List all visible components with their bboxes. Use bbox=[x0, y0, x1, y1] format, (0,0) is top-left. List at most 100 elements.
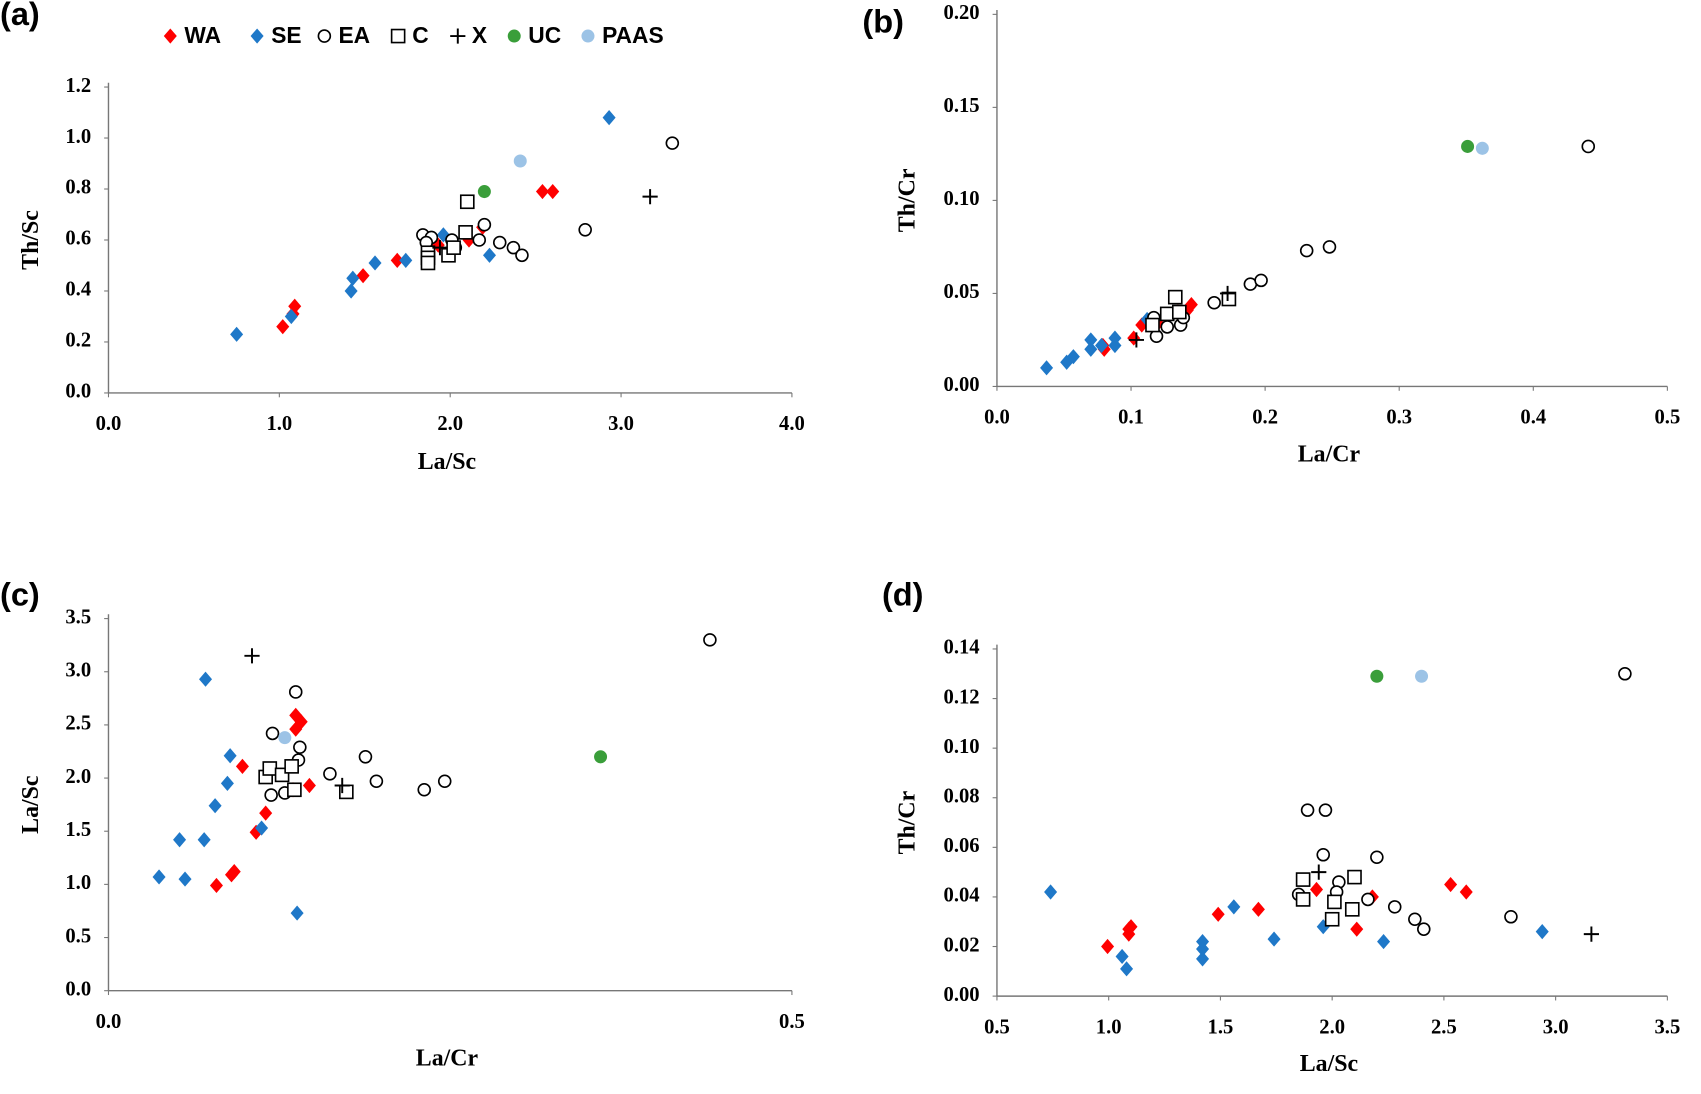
x-tick-label: 0.0 bbox=[96, 1011, 122, 1033]
point bbox=[302, 777, 316, 794]
point bbox=[1095, 337, 1109, 354]
y-tick-label: 0.14 bbox=[944, 637, 980, 659]
y-tick-label: 0.5 bbox=[65, 925, 91, 947]
point bbox=[1415, 669, 1429, 683]
point bbox=[1211, 906, 1225, 922]
point bbox=[458, 225, 473, 240]
point bbox=[1160, 320, 1175, 334]
point bbox=[1254, 273, 1268, 288]
point bbox=[1167, 289, 1183, 305]
point bbox=[594, 750, 608, 764]
y-tick-label: 0.00 bbox=[944, 374, 980, 396]
legend-label: SE bbox=[271, 22, 301, 48]
point bbox=[334, 777, 350, 794]
point bbox=[1295, 872, 1311, 887]
point bbox=[1159, 306, 1175, 322]
point bbox=[264, 788, 278, 802]
legend-label: PAAS bbox=[602, 22, 664, 48]
point bbox=[259, 805, 273, 821]
point bbox=[1504, 909, 1518, 924]
point bbox=[1347, 869, 1362, 885]
point bbox=[515, 248, 529, 263]
point bbox=[1040, 360, 1054, 376]
y-tick-label: 0.15 bbox=[944, 95, 980, 117]
point bbox=[1207, 295, 1221, 310]
point bbox=[1227, 899, 1241, 915]
point bbox=[1370, 669, 1384, 683]
y-tick-label: 0.4 bbox=[65, 279, 91, 301]
x-tick-label: 3.5 bbox=[1654, 1016, 1680, 1038]
point bbox=[265, 726, 280, 741]
point bbox=[1299, 243, 1314, 258]
point bbox=[437, 774, 452, 789]
point bbox=[1361, 892, 1375, 907]
point bbox=[278, 731, 292, 745]
point bbox=[1318, 803, 1333, 817]
point bbox=[1044, 884, 1058, 900]
point bbox=[290, 905, 304, 921]
y-tick-label: 1.0 bbox=[65, 872, 91, 894]
y-tick-label: 1.2 bbox=[65, 75, 91, 97]
point bbox=[235, 758, 249, 774]
y-axis-title: Th/Cr bbox=[895, 168, 921, 232]
legend-marker bbox=[390, 28, 406, 44]
point bbox=[287, 782, 302, 798]
x-tick-label: 0.5 bbox=[1654, 407, 1680, 429]
y-tick-label: 2.0 bbox=[65, 766, 91, 788]
point bbox=[1300, 803, 1315, 817]
legend-marker bbox=[581, 29, 595, 43]
point bbox=[459, 194, 475, 210]
y-axis-title: Th/Cr bbox=[895, 790, 921, 854]
x-axis-title: La/Cr bbox=[1298, 441, 1361, 467]
point bbox=[665, 136, 680, 150]
x-tick-label: 0.2 bbox=[1252, 407, 1278, 429]
y-axis-title: La/Sc bbox=[18, 775, 44, 833]
legend-marker bbox=[317, 29, 332, 43]
x-tick-label: 0.5 bbox=[779, 1011, 805, 1033]
x-tick-label: 1.0 bbox=[1096, 1016, 1122, 1038]
point bbox=[1344, 902, 1360, 917]
point bbox=[1387, 900, 1402, 914]
x-tick-label: 2.0 bbox=[1319, 1016, 1345, 1038]
point bbox=[1417, 922, 1431, 936]
point bbox=[506, 240, 521, 255]
point bbox=[173, 832, 187, 848]
y-tick-label: 2.5 bbox=[65, 713, 91, 735]
point bbox=[369, 774, 384, 789]
point bbox=[358, 750, 373, 764]
point bbox=[1311, 864, 1327, 880]
y-tick-label: 0.10 bbox=[944, 188, 980, 210]
point bbox=[223, 748, 237, 764]
point bbox=[199, 671, 213, 687]
point bbox=[1350, 921, 1364, 937]
point bbox=[178, 871, 192, 887]
point bbox=[1475, 141, 1489, 155]
point bbox=[1101, 938, 1115, 955]
point bbox=[1127, 330, 1141, 346]
point bbox=[1196, 941, 1210, 957]
legend-label: UC bbox=[528, 22, 561, 48]
y-tick-label: 0.20 bbox=[944, 2, 980, 24]
point bbox=[1196, 951, 1210, 967]
legend-marker bbox=[450, 28, 466, 44]
point bbox=[602, 110, 616, 126]
x-tick-label: 0.3 bbox=[1386, 407, 1412, 429]
point bbox=[477, 185, 491, 199]
y-tick-label: 0.00 bbox=[944, 984, 980, 1006]
x-tick-label: 0.1 bbox=[1118, 407, 1144, 429]
point bbox=[356, 268, 370, 284]
point bbox=[1459, 884, 1473, 900]
point bbox=[472, 233, 487, 247]
y-tick-label: 0.0 bbox=[65, 978, 91, 1000]
legend-label: EA bbox=[338, 22, 370, 48]
y-axis-title: Th/Sc bbox=[18, 210, 44, 270]
point bbox=[289, 721, 303, 737]
point bbox=[446, 240, 461, 255]
point bbox=[1581, 139, 1596, 154]
point bbox=[1108, 330, 1122, 346]
x-tick-label: 0.5 bbox=[984, 1016, 1010, 1038]
y-tick-label: 0.06 bbox=[944, 835, 980, 857]
x-axis-title: La/Sc bbox=[1300, 1051, 1358, 1077]
